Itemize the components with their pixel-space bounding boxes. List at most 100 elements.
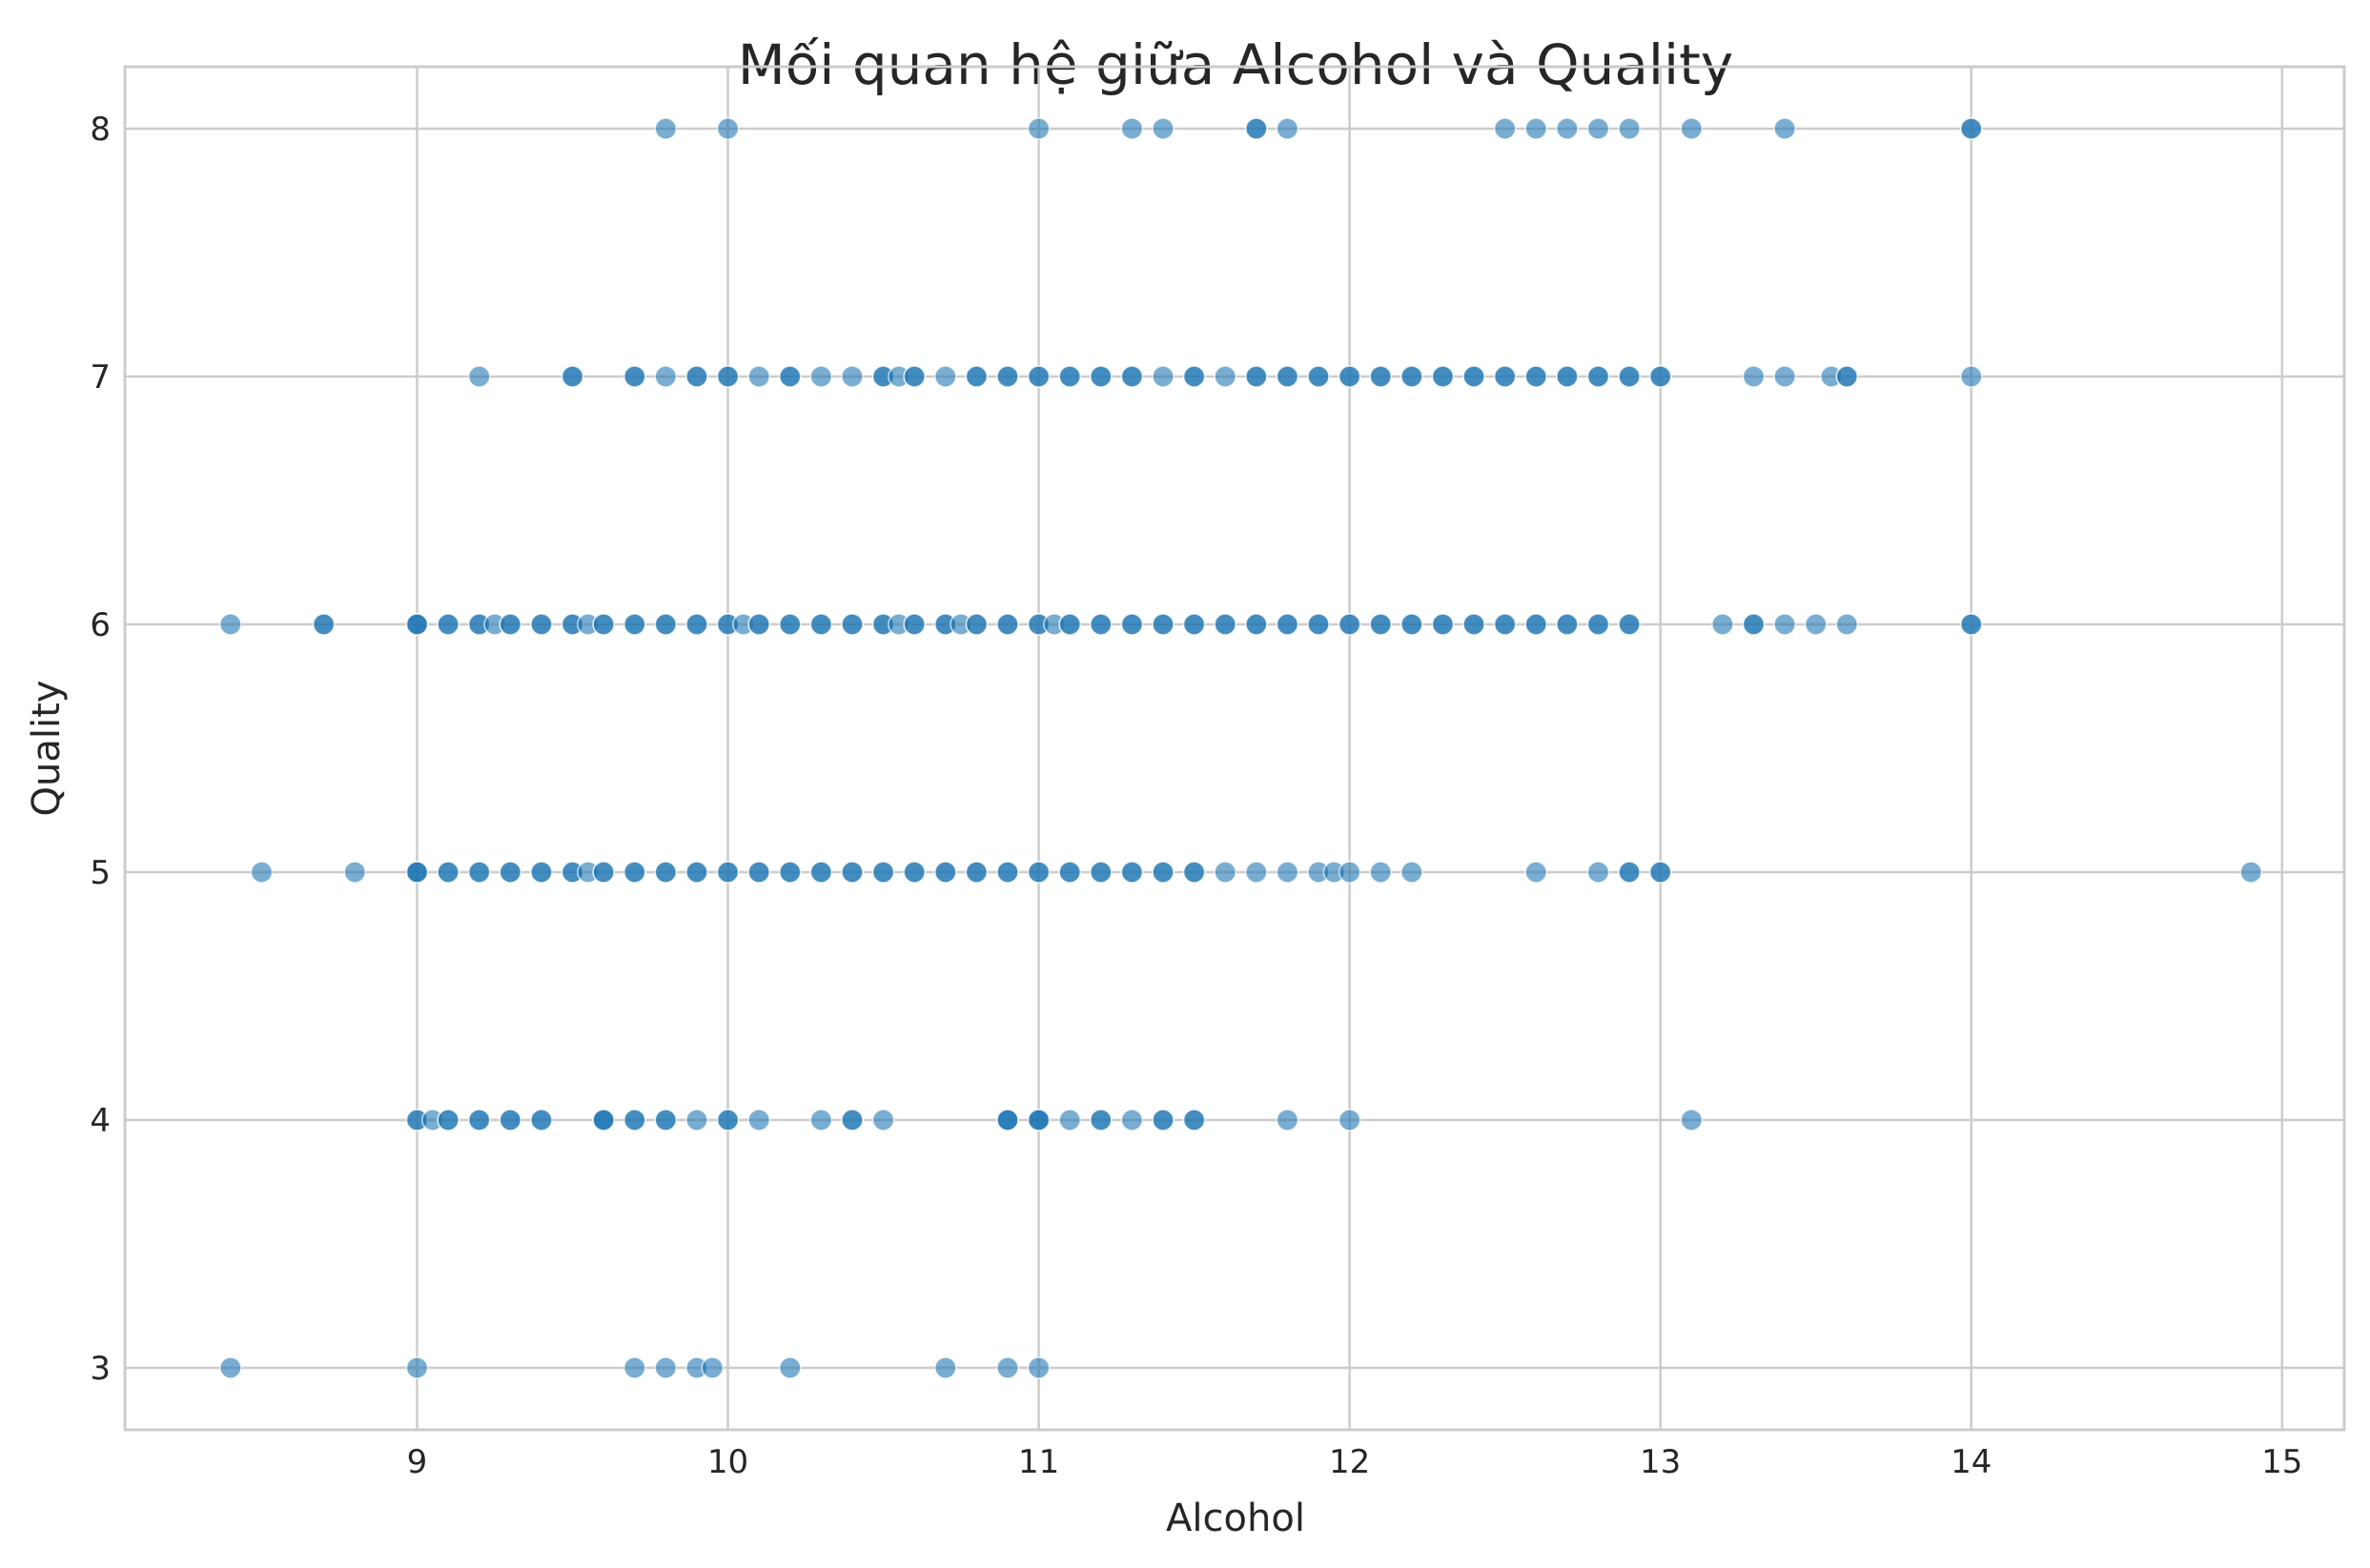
- data-point: [1493, 117, 1517, 140]
- data-point: [747, 613, 770, 636]
- data-point: [1090, 1109, 1113, 1131]
- data-point: [1431, 613, 1455, 636]
- y-tick-label: 8: [90, 111, 111, 149]
- data-point: [1493, 613, 1517, 636]
- data-point: [1027, 1356, 1051, 1379]
- data-point: [809, 861, 833, 884]
- data-point: [499, 613, 522, 636]
- data-point: [685, 861, 708, 884]
- data-point: [1276, 613, 1299, 636]
- data-point: [1586, 861, 1610, 884]
- data-point: [1400, 365, 1423, 388]
- data-point: [778, 613, 802, 636]
- x-tick-label: 12: [1329, 1443, 1370, 1481]
- x-axis-ticks: 9 10 11 12 13 14 15: [407, 1443, 2303, 1481]
- data-point: [1152, 1109, 1175, 1131]
- y-tick-label: 7: [90, 358, 111, 397]
- data-point: [934, 861, 957, 884]
- data-point: [1152, 613, 1175, 636]
- data-point: [1618, 117, 1641, 140]
- data-point: [1773, 117, 1796, 140]
- data-point: [1556, 117, 1579, 140]
- data-point: [965, 365, 989, 388]
- x-tick-label: 10: [707, 1443, 748, 1481]
- data-point: [1182, 365, 1206, 388]
- data-point: [996, 613, 1019, 636]
- data-point: [1618, 365, 1641, 388]
- y-tick-label: 5: [90, 854, 111, 892]
- data-point: [1648, 861, 1672, 884]
- data-point: [1586, 365, 1610, 388]
- data-point: [1835, 365, 1859, 388]
- data-point: [1058, 613, 1081, 636]
- data-point: [530, 861, 553, 884]
- data-point: [1742, 365, 1766, 388]
- data-point: [1276, 1109, 1299, 1131]
- data-point: [747, 1109, 770, 1131]
- x-tick-label: 9: [407, 1443, 428, 1481]
- data-point: [1586, 117, 1610, 140]
- data-point: [654, 365, 678, 388]
- data-point: [1400, 861, 1423, 884]
- data-point: [1090, 861, 1113, 884]
- data-point: [592, 861, 615, 884]
- data-point: [934, 1356, 957, 1379]
- data-point: [1245, 365, 1268, 388]
- data-point: [654, 117, 678, 140]
- data-point: [1462, 365, 1485, 388]
- data-point: [467, 1109, 491, 1131]
- data-point: [841, 861, 864, 884]
- data-point: [437, 613, 460, 636]
- data-point: [1493, 365, 1517, 388]
- data-point: [841, 613, 864, 636]
- x-tick-label: 11: [1018, 1443, 1059, 1481]
- data-point: [623, 613, 646, 636]
- data-point: [467, 365, 491, 388]
- data-point: [841, 1109, 864, 1131]
- data-point: [1214, 613, 1236, 636]
- data-point: [1027, 861, 1051, 884]
- data-point: [1214, 861, 1236, 884]
- data-point: [499, 1109, 522, 1131]
- data-point: [467, 861, 491, 884]
- data-point: [1245, 117, 1268, 140]
- data-point: [965, 613, 989, 636]
- data-point: [1835, 613, 1859, 636]
- data-point: [934, 365, 957, 388]
- data-point: [809, 613, 833, 636]
- data-point: [685, 365, 708, 388]
- data-point: [1276, 861, 1299, 884]
- data-point: [871, 1109, 895, 1131]
- data-point: [747, 365, 770, 388]
- y-tick-label: 3: [90, 1350, 111, 1388]
- data-point: [685, 613, 708, 636]
- data-point: [1431, 365, 1455, 388]
- y-tick-label: 4: [90, 1102, 111, 1140]
- data-point: [1524, 613, 1548, 636]
- data-point: [1338, 861, 1361, 884]
- data-point: [1058, 861, 1081, 884]
- data-point: [747, 861, 770, 884]
- data-point: [903, 365, 926, 388]
- data-point: [1152, 117, 1175, 140]
- data-point: [1182, 613, 1206, 636]
- data-point: [1556, 365, 1579, 388]
- data-point: [1276, 117, 1299, 140]
- data-point: [1618, 613, 1641, 636]
- y-axis-ticks: 3 4 5 6 7 8: [90, 111, 111, 1388]
- x-tick-label: 15: [2261, 1443, 2302, 1481]
- data-point: [1586, 613, 1610, 636]
- data-point: [1120, 1109, 1144, 1131]
- data-point: [312, 613, 336, 636]
- data-point: [437, 1109, 460, 1131]
- data-point: [1307, 613, 1330, 636]
- data-point: [1276, 365, 1299, 388]
- data-point: [871, 861, 895, 884]
- data-point: [1152, 861, 1175, 884]
- data-point: [716, 365, 740, 388]
- data-point: [1524, 117, 1548, 140]
- data-point: [654, 1356, 678, 1379]
- data-point: [1152, 365, 1175, 388]
- data-point: [1959, 613, 1983, 636]
